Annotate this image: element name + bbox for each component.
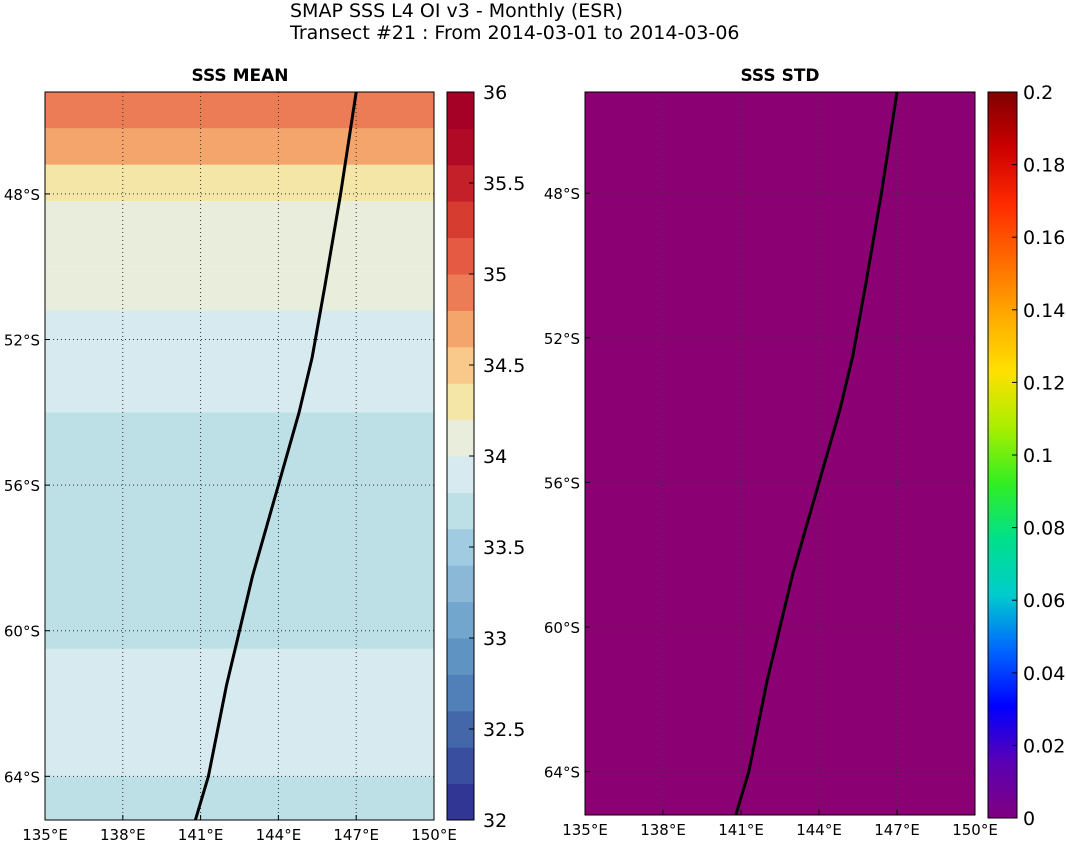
std-colorbar-tick-label: 0.2 xyxy=(1023,82,1053,104)
std-colorbar-tick-label: 0.02 xyxy=(1023,735,1065,757)
std-y-tick-label: 60°S xyxy=(544,619,580,637)
std-y-tick-label: 52°S xyxy=(544,330,580,348)
mean-y-tick-label: 64°S xyxy=(4,768,40,786)
mean-colorbar-tick-label: 33 xyxy=(483,628,507,650)
std-y-tick-label: 48°S xyxy=(544,185,580,203)
salinity-band-2 xyxy=(45,164,434,202)
mean-colorbar-segment xyxy=(447,601,474,639)
salinity-band-8 xyxy=(45,776,434,820)
std-colorbar-tick-label: 0.06 xyxy=(1023,590,1065,612)
mean-colorbar-tick-label: 35.5 xyxy=(483,173,525,195)
mean-colorbar-segment xyxy=(447,783,474,821)
mean-colorbar-tick-label: 35 xyxy=(483,264,507,286)
mean-colorbar-segment xyxy=(447,274,474,311)
std-field xyxy=(585,92,975,815)
std-x-tick-label: 150°E xyxy=(952,821,998,839)
salinity-band-5 xyxy=(45,310,434,413)
std-transect-line xyxy=(734,91,899,816)
std-x-tick-label: 144°E xyxy=(796,821,842,839)
mean-y-tick-label: 52°S xyxy=(4,332,40,350)
mean-colorbar-tick-label: 34.5 xyxy=(483,355,525,377)
mean-colorbar-segment xyxy=(447,128,474,166)
mean-colorbar-tick-label: 36 xyxy=(483,82,507,104)
mean-x-tick-label: 135°E xyxy=(22,826,68,842)
std-x-tick-label: 135°E xyxy=(562,821,608,839)
mean-colorbar-segment xyxy=(447,638,474,675)
std-colorbar-tick-label: 0.08 xyxy=(1023,518,1065,540)
mean-y-tick-label: 60°S xyxy=(4,623,40,641)
salinity-band-1 xyxy=(45,128,434,165)
mean-x-tick-label: 147°E xyxy=(333,826,379,842)
mean-colorbar-segment xyxy=(447,565,474,603)
std-x-tick-label: 141°E xyxy=(718,821,764,839)
mean-colorbar-tick-label: 34 xyxy=(483,446,507,468)
mean-colorbar-segment xyxy=(447,310,474,348)
figure-subtitle: Transect #21 : From 2014-03-01 to 2014-0… xyxy=(290,22,740,44)
std-axes-frame xyxy=(584,91,976,816)
std-colorbar-tick-label: 0.18 xyxy=(1023,155,1065,177)
std-colorbar-tick-label: 0 xyxy=(1023,808,1035,830)
mean-y-tick-label: 56°S xyxy=(4,477,40,495)
mean-colorbar-segment xyxy=(447,456,474,493)
mean-colorbar-segment xyxy=(447,92,474,129)
figure-title: SMAP SSS L4 OI v3 - Monthly (ESR) xyxy=(290,0,623,22)
mean-panel-title: SSS MEAN xyxy=(191,66,289,86)
mean-colorbar-segment xyxy=(447,237,474,275)
std-y-tick-label: 56°S xyxy=(544,474,580,492)
mean-colorbar-segment xyxy=(447,747,474,785)
std-colorbar-tick-label: 0.14 xyxy=(1023,300,1065,322)
std-panel-title: SSS STD xyxy=(740,66,820,86)
mean-colorbar-tick-label: 32 xyxy=(483,810,507,832)
mean-colorbar-segment xyxy=(447,419,474,457)
mean-transect-line xyxy=(193,91,358,821)
std-colorbar-tick-label: 0.12 xyxy=(1023,372,1065,394)
std-x-tick-label: 147°E xyxy=(874,821,920,839)
mean-colorbar-tick-label: 33.5 xyxy=(483,537,525,559)
mean-colorbar-tick-label: 32.5 xyxy=(483,719,525,741)
std-colorbar-tick-label: 0.16 xyxy=(1023,227,1065,249)
mean-colorbar-segment xyxy=(447,492,474,530)
std-colorbar-tick-label: 0.04 xyxy=(1023,663,1065,685)
salinity-band-7 xyxy=(45,648,434,777)
mean-x-tick-label: 144°E xyxy=(256,826,302,842)
mean-x-tick-label: 141°E xyxy=(178,826,224,842)
salinity-band-3 xyxy=(45,201,434,267)
mean-x-tick-label: 138°E xyxy=(100,826,146,842)
std-colorbar-tick-label: 0.1 xyxy=(1023,445,1053,467)
mean-x-tick-label: 150°E xyxy=(411,826,457,842)
mean-axes-frame xyxy=(44,91,435,821)
mean-y-tick-label: 48°S xyxy=(4,186,40,204)
salinity-band-4 xyxy=(45,266,434,311)
mean-colorbar-segment xyxy=(447,383,474,421)
std-y-tick-label: 64°S xyxy=(544,764,580,782)
mean-colorbar-segment xyxy=(447,674,474,712)
salinity-band-0 xyxy=(45,92,434,129)
std-x-tick-label: 138°E xyxy=(640,821,686,839)
salinity-band-6 xyxy=(45,412,434,649)
mean-colorbar-segment xyxy=(447,201,474,239)
